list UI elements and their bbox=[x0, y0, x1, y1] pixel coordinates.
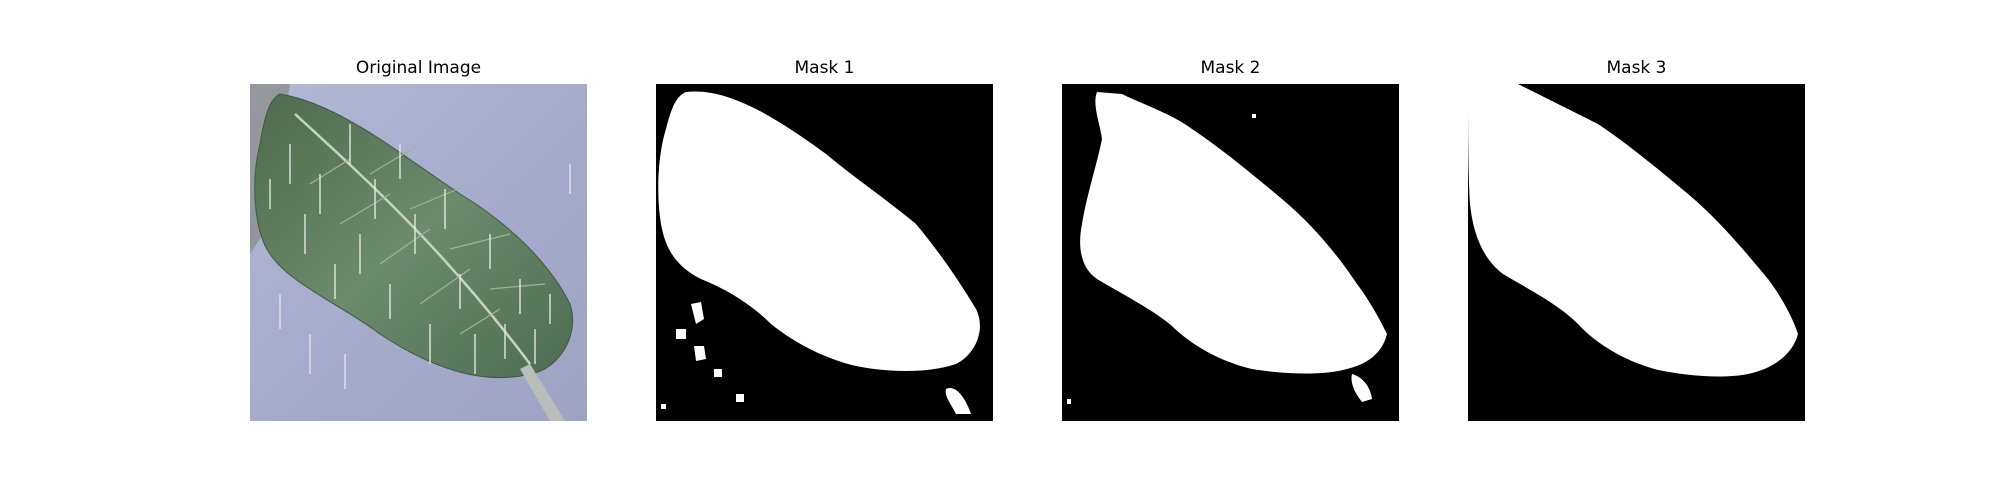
mask-icon bbox=[656, 84, 993, 421]
panel-title: Mask 1 bbox=[794, 58, 855, 78]
panel-title: Original Image bbox=[355, 58, 482, 78]
panel-title: Mask 2 bbox=[1200, 58, 1261, 78]
panel-title: Mask 3 bbox=[1606, 58, 1667, 78]
panel-mask-2: Mask 2 bbox=[1062, 56, 1399, 424]
panel-mask-3: Mask 3 bbox=[1468, 56, 1805, 424]
mask-icon bbox=[1062, 84, 1399, 421]
panel-mask-1: Mask 1 bbox=[656, 56, 993, 424]
panel-original-image: Original Image bbox=[250, 56, 587, 424]
leaf-photo-icon bbox=[250, 84, 587, 421]
mask-icon bbox=[1468, 84, 1805, 421]
